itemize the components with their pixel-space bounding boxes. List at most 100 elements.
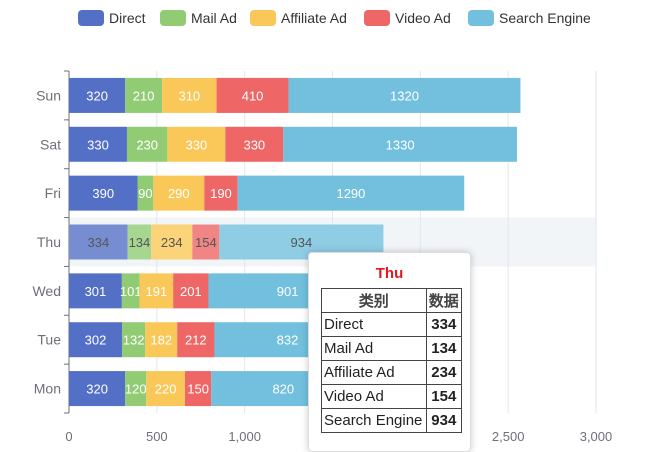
- bar: [237, 175, 465, 211]
- bar: [283, 126, 517, 162]
- data-label: 1330: [386, 137, 415, 152]
- data-label: 90: [138, 186, 152, 201]
- tooltip-row: Search Engine 934: [321, 408, 463, 433]
- data-label: 820: [272, 382, 294, 397]
- tooltip-row-value: 934: [425, 408, 463, 433]
- data-label: 134: [129, 235, 151, 250]
- data-label: 330: [243, 137, 265, 152]
- y-tick-label: Sat: [40, 136, 61, 152]
- bar: [173, 273, 209, 309]
- bar: [69, 273, 122, 309]
- y-tick-label: Mon: [34, 381, 61, 397]
- bar: [69, 224, 128, 260]
- data-label: 190: [210, 186, 232, 201]
- legend-swatch: [468, 10, 494, 26]
- tooltip-table: 类别 数据 Direct 334 Mail Ad 134 Affiliate A…: [321, 288, 463, 433]
- tooltip-header-row: 类别 数据: [321, 288, 463, 313]
- bar: [204, 175, 238, 211]
- data-label: 120: [125, 382, 147, 397]
- data-label: 334: [87, 235, 109, 250]
- tooltip-row-name: Affiliate Ad: [321, 360, 427, 385]
- data-label: 901: [277, 284, 299, 299]
- legend-swatch: [250, 10, 276, 26]
- data-label: 212: [185, 333, 207, 348]
- data-label: 290: [168, 186, 190, 201]
- y-tick-label: Wed: [32, 283, 61, 299]
- tooltip-row-name: Search Engine: [321, 408, 427, 433]
- bar: [137, 175, 154, 211]
- tooltip-row-name: Video Ad: [321, 384, 427, 409]
- data-label: 220: [155, 382, 177, 397]
- data-label: 1290: [336, 186, 365, 201]
- bar: [145, 322, 178, 358]
- tooltip-row-name: Direct: [321, 312, 427, 337]
- tooltip-row-value: 234: [425, 360, 463, 385]
- legend-swatch: [364, 10, 390, 26]
- data-label: 191: [146, 284, 168, 299]
- bar: [69, 126, 127, 162]
- tooltip-row-value: 134: [425, 336, 463, 361]
- x-tick-label: 2,500: [492, 429, 525, 444]
- bar: [184, 371, 212, 407]
- tooltip-row-value: 154: [425, 384, 463, 409]
- data-label: 132: [123, 333, 145, 348]
- data-label: 310: [178, 88, 200, 103]
- data-label: 154: [195, 235, 217, 250]
- x-tick-label: 500: [146, 429, 168, 444]
- bar: [69, 371, 126, 407]
- bar: [69, 322, 123, 358]
- bar: [153, 175, 205, 211]
- bar: [225, 126, 284, 162]
- data-label: 210: [133, 88, 155, 103]
- bar: [121, 273, 140, 309]
- legend-label: Mail Ad: [191, 10, 237, 26]
- x-tick-label: 3,000: [580, 429, 613, 444]
- bar: [151, 224, 193, 260]
- bar: [139, 273, 174, 309]
- bar: [288, 77, 521, 113]
- tooltip-col-name: 类别: [321, 288, 427, 313]
- data-label: 320: [86, 382, 108, 397]
- bar: [146, 371, 185, 407]
- legend-swatch: [78, 10, 104, 26]
- x-tick-label: 1,000: [228, 429, 261, 444]
- y-tick-label: Tue: [37, 332, 61, 348]
- tooltip-row: Direct 334: [321, 312, 463, 337]
- legend-label: Affiliate Ad: [281, 10, 347, 26]
- data-label: 301: [85, 284, 107, 299]
- data-label: 934: [291, 235, 313, 250]
- bar: [162, 77, 217, 113]
- data-label: 410: [242, 88, 264, 103]
- bar: [192, 224, 220, 260]
- bar: [69, 77, 126, 113]
- data-label: 1320: [390, 88, 419, 103]
- tooltip-row-name: Mail Ad: [321, 336, 427, 361]
- x-tick-label: 0: [65, 429, 72, 444]
- tooltip-col-value: 数据: [425, 288, 463, 313]
- bar: [177, 322, 215, 358]
- tooltip-row: Affiliate Ad 234: [321, 360, 463, 385]
- legend-label: Search Engine: [499, 10, 591, 26]
- data-label: 320: [86, 88, 108, 103]
- tooltip-row: Mail Ad 134: [321, 336, 463, 361]
- data-label: 101: [120, 284, 142, 299]
- bar: [122, 322, 146, 358]
- tooltip-title: Thu: [375, 265, 404, 282]
- data-label: 330: [87, 137, 109, 152]
- bar: [125, 371, 147, 407]
- data-label: 390: [92, 186, 114, 201]
- data-label: 330: [186, 137, 208, 152]
- legend-label: Direct: [109, 10, 146, 26]
- bar: [127, 224, 152, 260]
- bar: [126, 126, 168, 162]
- y-tick-label: Fri: [45, 185, 61, 201]
- data-label: 182: [150, 333, 172, 348]
- bar: [69, 175, 138, 211]
- bar: [216, 77, 289, 113]
- y-tick-label: Thu: [37, 234, 61, 250]
- data-label: 302: [85, 333, 107, 348]
- tooltip-row-value: 334: [425, 312, 463, 337]
- y-tick-label: Sun: [36, 87, 61, 103]
- data-label: 201: [180, 284, 202, 299]
